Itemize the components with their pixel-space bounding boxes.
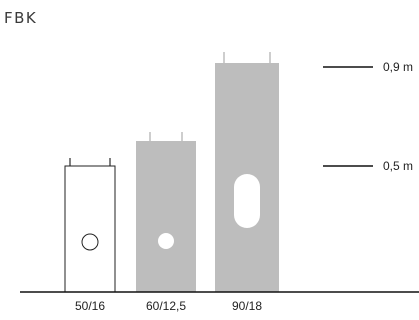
unit-body: [64, 165, 116, 293]
height-label-0-5: 0,5 m: [383, 159, 413, 173]
unit-label-50-16: 50/16: [75, 299, 105, 313]
unit-50-16: [64, 158, 116, 293]
unit-60-12-5: [136, 132, 196, 292]
slot-opening: [234, 174, 260, 228]
circle-opening: [81, 233, 99, 251]
diagram-title: FBK: [4, 9, 37, 27]
unit-label-90-18: 90/18: [232, 299, 262, 313]
unit-label-60-12-5: 60/12,5: [146, 299, 186, 313]
circle-opening: [158, 233, 174, 249]
unit-body: [136, 141, 196, 292]
height-label-0-9: 0,9 m: [383, 60, 413, 74]
unit-90-18: [215, 52, 279, 292]
